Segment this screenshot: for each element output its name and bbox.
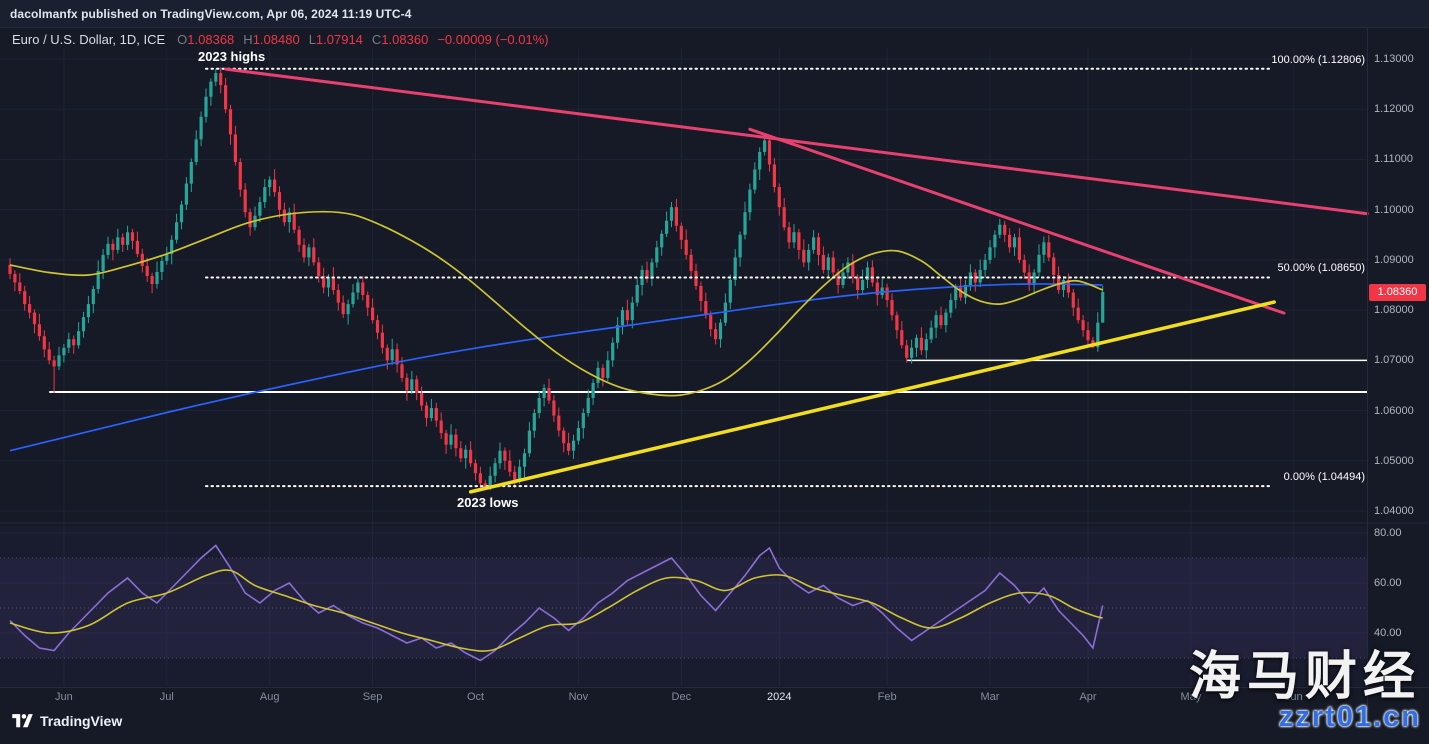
ohlc-values: O 1.08368 H 1.08480 L 1.07914 C 1.08360 −0.0…	[177, 32, 548, 47]
tradingview-footer[interactable]: TradingView	[12, 713, 122, 729]
tradingview-brand-text: TradingView	[40, 713, 123, 729]
pane-separators	[0, 28, 1429, 710]
watermark-site-url: zzrt01.cn	[1278, 701, 1421, 733]
candlestick-series	[8, 67, 1105, 491]
low-label: L	[308, 31, 316, 47]
high-label: H	[243, 31, 253, 47]
publish-bar: dacolmanfx published on TradingView.com,…	[0, 0, 1429, 28]
last-price-badge: 1.08360	[1369, 283, 1426, 301]
fib-retracement[interactable]	[205, 67, 1271, 488]
rsi-ma-line	[9, 569, 1103, 652]
tradingview-logo-icon	[12, 714, 33, 728]
close-value: 1.08360	[381, 31, 429, 47]
annotation-2023-lows: 2023 lows	[457, 495, 519, 510]
change-value: −0.00009 (−0.01%)	[437, 31, 549, 47]
open-label: O	[177, 31, 188, 47]
annotation-2023-highs: 2023 highs	[198, 49, 266, 64]
symbol-title: Euro / U.S. Dollar, 1D, ICE	[12, 31, 166, 47]
close-label: C	[371, 31, 382, 47]
watermark-brand-cn: 海马财经	[1188, 648, 1421, 706]
steep-descending-trendline[interactable]	[748, 127, 1286, 315]
rsi-band	[0, 526, 1367, 686]
trendlines[interactable]	[224, 67, 1369, 494]
high-value: 1.08480	[252, 31, 300, 47]
ma-200-line	[9, 283, 1103, 452]
ascending-trendline[interactable]	[468, 300, 1276, 494]
support-lines[interactable]	[49, 359, 1368, 393]
publish-text: dacolmanfx published on TradingView.com,…	[10, 6, 412, 21]
grid-lines	[0, 48, 1367, 686]
symbol-header: Euro / U.S. Dollar, 1D, ICE O 1.08368 H 1.…	[12, 31, 549, 47]
low-value: 1.07914	[315, 31, 363, 47]
ma-50-line	[9, 210, 1104, 397]
open-value: 1.08368	[187, 31, 235, 47]
major-descending-trendline[interactable]	[224, 67, 1369, 216]
